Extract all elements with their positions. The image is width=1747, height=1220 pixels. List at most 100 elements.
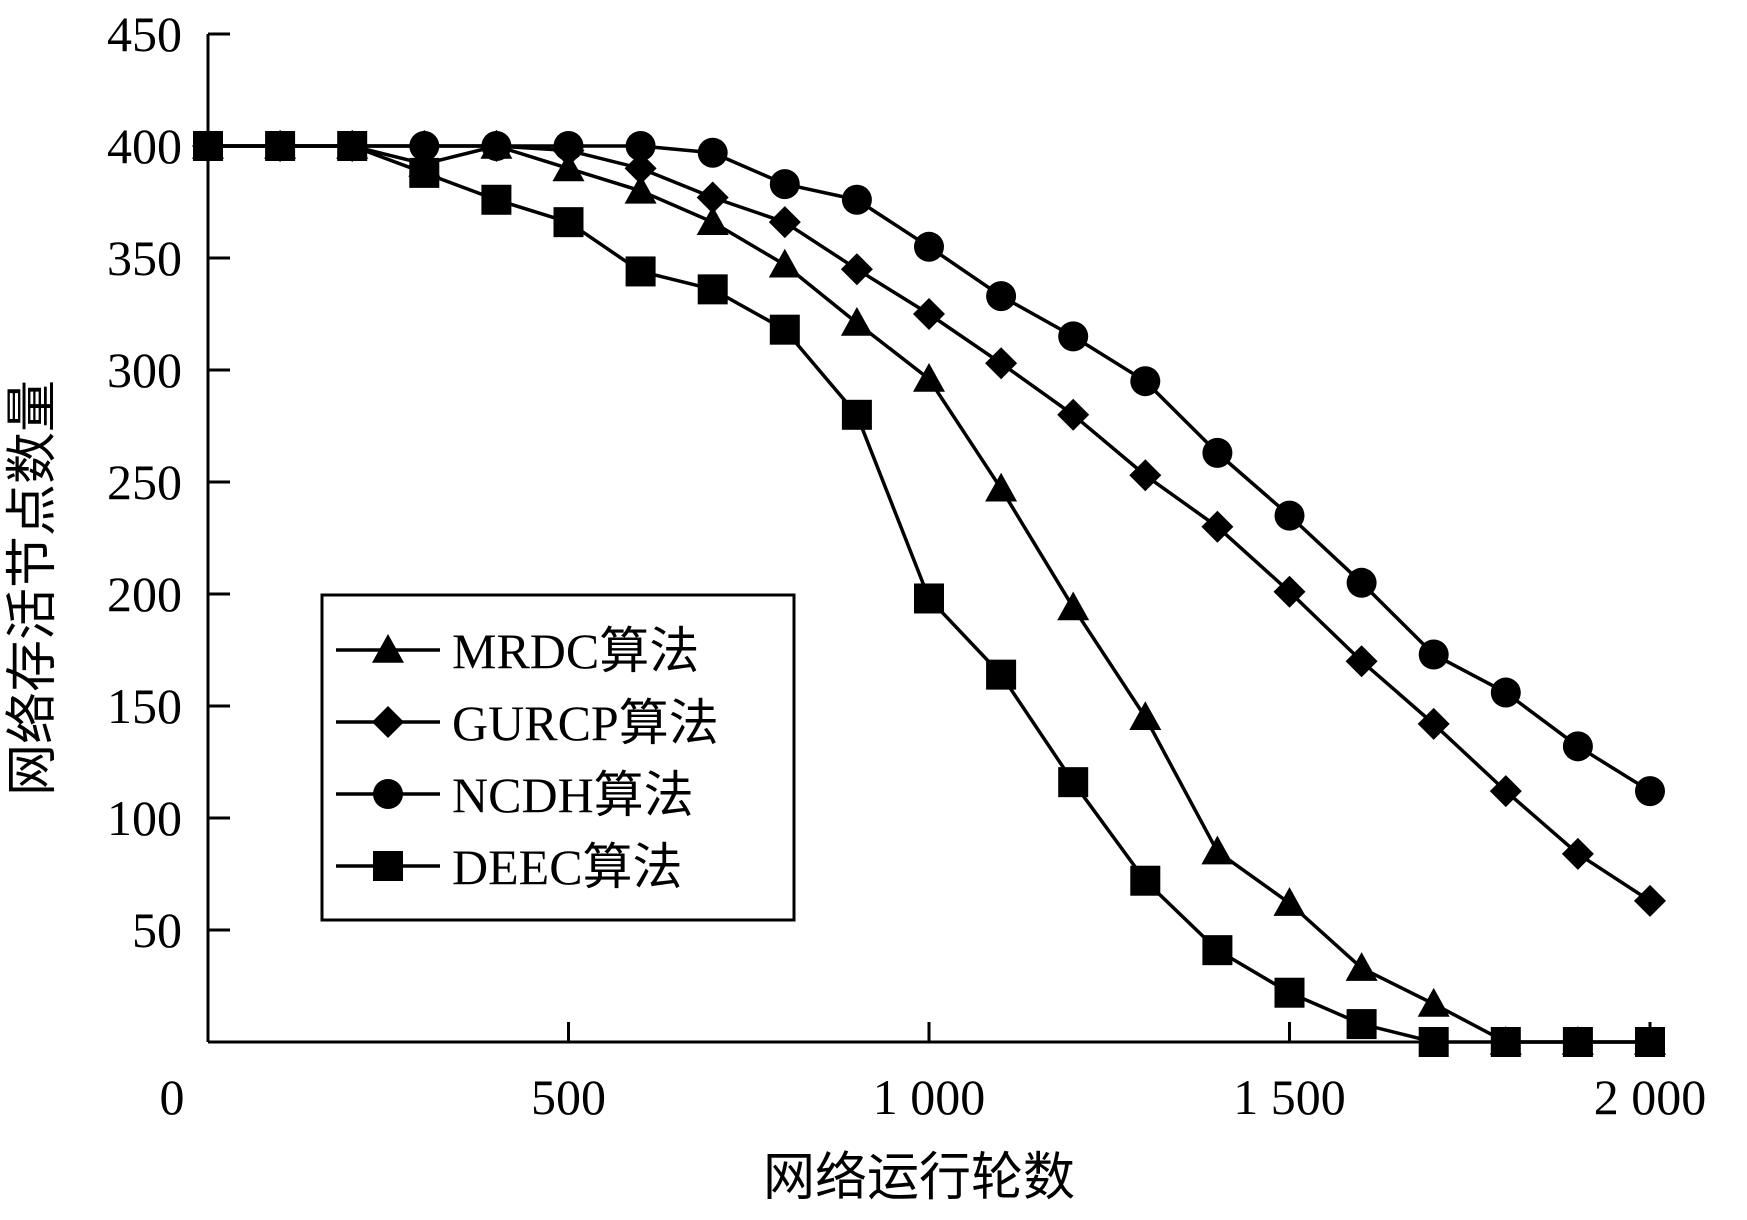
triangle-marker xyxy=(840,306,873,336)
circle-marker xyxy=(409,131,440,161)
circle-marker xyxy=(1418,639,1449,670)
legend-label: NCDH算法 xyxy=(452,767,694,823)
triangle-marker xyxy=(1345,952,1378,981)
circle-marker xyxy=(553,131,584,161)
diamond-marker xyxy=(1561,837,1594,870)
diamond-marker xyxy=(1057,398,1090,431)
circle-marker xyxy=(1346,567,1377,598)
square-marker xyxy=(337,131,368,161)
circle-marker xyxy=(1490,677,1521,708)
legend-item: DEEC算法 xyxy=(336,839,683,895)
x-tick-label: 1 000 xyxy=(873,1069,986,1125)
square-marker xyxy=(1418,1027,1449,1057)
y-axis-title: 网络存活节点数量 xyxy=(5,380,62,796)
square-marker xyxy=(1562,1027,1593,1057)
square-marker xyxy=(625,256,656,287)
square-marker xyxy=(1490,1027,1521,1057)
circle-marker xyxy=(1058,321,1089,352)
triangle-marker xyxy=(1417,987,1450,1017)
triangle-marker xyxy=(624,174,657,204)
diamond-marker xyxy=(1345,645,1378,678)
triangle-marker xyxy=(1201,835,1234,865)
square-marker xyxy=(769,314,800,345)
diamond-marker xyxy=(768,206,801,239)
circle-marker xyxy=(697,137,728,168)
circle-marker xyxy=(986,281,1017,312)
circle-marker xyxy=(1202,437,1233,468)
square-marker xyxy=(265,131,296,161)
axes: 50 100 150 200 250 300 350 400 450 0 500 1 000 1 500… xyxy=(107,6,1706,1125)
square-marker xyxy=(1274,977,1305,1008)
triangle-marker xyxy=(1057,591,1090,621)
square-marker xyxy=(1130,865,1161,896)
y-tick-label: 300 xyxy=(107,342,182,398)
triangle-marker xyxy=(768,248,801,278)
legend-label: MRDC算法 xyxy=(452,623,699,679)
diamond-marker xyxy=(624,152,657,185)
square-marker xyxy=(1058,767,1089,798)
x-tick-label: 2 000 xyxy=(1594,1069,1707,1125)
square-marker xyxy=(1635,1027,1665,1057)
legend-item: NCDH算法 xyxy=(336,767,694,823)
triangle-marker xyxy=(696,206,729,235)
square-marker xyxy=(1346,1009,1377,1040)
diamond-marker xyxy=(1129,459,1162,492)
y-tick-label: 400 xyxy=(107,118,182,174)
circle-marker xyxy=(1562,731,1593,762)
square-marker xyxy=(193,131,223,161)
diamond-marker xyxy=(1489,775,1522,808)
circle-marker xyxy=(841,184,872,215)
diamond-marker xyxy=(913,298,945,330)
triangle-marker xyxy=(552,152,585,182)
circle-marker xyxy=(914,231,944,262)
square-marker xyxy=(409,157,440,188)
x-tick-label: 1 500 xyxy=(1233,1069,1346,1125)
y-tick-label: 100 xyxy=(107,790,182,846)
circle-marker xyxy=(1635,776,1665,807)
y-tick-label: 150 xyxy=(107,678,182,734)
triangle-marker xyxy=(372,634,404,663)
triangle-marker xyxy=(1273,887,1306,916)
series-square xyxy=(193,131,1665,1057)
circle-marker xyxy=(625,131,656,161)
legend-item: MRDC算法 xyxy=(336,623,699,679)
circle-marker xyxy=(1130,366,1161,397)
triangle-marker xyxy=(913,362,945,392)
circle-marker xyxy=(481,131,512,161)
square-marker xyxy=(841,399,872,430)
x-tick-label: 500 xyxy=(531,1069,606,1125)
diamond-marker xyxy=(1201,510,1234,543)
legend-item: GURCP算法 xyxy=(336,695,719,751)
x-axis-title: 网络运行轮数 xyxy=(763,1150,1075,1207)
y-tick-label: 350 xyxy=(107,230,182,286)
diamond-marker xyxy=(1417,707,1450,740)
y-tick-label: 200 xyxy=(107,566,182,622)
legend-label: GURCP算法 xyxy=(452,695,719,751)
diamond-marker xyxy=(372,706,404,738)
square-marker xyxy=(1202,935,1233,966)
diamond-marker xyxy=(1634,884,1666,917)
triangle-marker xyxy=(985,472,1018,502)
diamond-marker xyxy=(840,253,873,286)
square-marker xyxy=(481,184,512,215)
y-tick-label: 250 xyxy=(107,454,182,510)
y-tick-label: 50 xyxy=(132,902,182,958)
diamond-marker xyxy=(985,347,1018,380)
legend-label: DEEC算法 xyxy=(452,839,683,895)
square-marker xyxy=(914,583,944,614)
triangle-marker xyxy=(1129,701,1162,730)
circle-marker xyxy=(373,779,403,809)
square-marker xyxy=(697,274,728,305)
diamond-marker xyxy=(696,181,729,214)
y-tick-label: 450 xyxy=(107,6,182,62)
square-marker xyxy=(553,207,584,238)
series-layer xyxy=(192,130,1666,1057)
square-marker xyxy=(373,851,403,881)
legend: MRDC算法 GURCP算法 NCDH算法 DEEC算法 xyxy=(320,593,796,922)
diamond-marker xyxy=(1273,575,1306,608)
circle-marker xyxy=(769,169,800,200)
circle-marker xyxy=(1274,500,1305,531)
square-marker xyxy=(986,659,1017,690)
